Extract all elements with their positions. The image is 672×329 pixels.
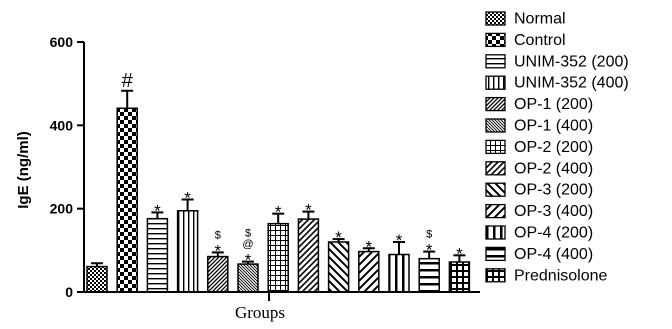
bars: #***$*@$* ** * **$*	[86, 70, 471, 293]
legend-label: OP-2 (400)	[514, 160, 593, 177]
legend: Normal Control UNIM-352 (200) UNIM-352 (400…	[485, 11, 629, 284]
bar	[448, 261, 471, 293]
y-tick-label: 0	[65, 284, 73, 300]
significance-mark: *	[335, 228, 342, 247]
legend-swatch	[485, 32, 506, 48]
significance-mark: *	[184, 189, 191, 208]
bar	[358, 250, 380, 293]
legend-swatch	[485, 225, 506, 240]
bar	[86, 265, 108, 293]
legend-label: OP-2 (200)	[514, 139, 593, 156]
significance-mark: *	[214, 241, 221, 260]
bar	[327, 241, 350, 293]
legend-label: UNIM-352 (400)	[514, 75, 629, 92]
legend-label: OP-3 (200)	[514, 182, 593, 199]
legend-label: OP-4 (400)	[514, 246, 593, 263]
bar	[176, 210, 199, 293]
significance-mark: *	[245, 251, 252, 270]
legend-label: Control	[514, 32, 566, 49]
bar	[297, 218, 320, 293]
y-tick-label: 600	[50, 34, 74, 50]
bar	[207, 255, 229, 293]
significance-mark: @	[242, 239, 253, 251]
significance-mark: *	[365, 237, 372, 256]
significance-mark: *	[456, 244, 463, 263]
legend-label: OP-4 (200)	[514, 225, 593, 242]
legend-swatch	[485, 11, 506, 26]
legend-label: OP-3 (400)	[514, 203, 593, 220]
y-axis-label: IgE (ng/ml)	[15, 131, 32, 209]
x-axis-label: Groups	[235, 303, 285, 322]
legend-swatch	[485, 75, 506, 90]
significance-mark: $	[245, 228, 251, 240]
legend-swatch	[485, 268, 506, 283]
significance-mark: $	[426, 229, 432, 241]
significance-mark: #	[122, 70, 134, 92]
legend-swatch	[485, 203, 506, 219]
legend-label: OP-1 (200)	[514, 96, 593, 113]
legend-label: Normal	[514, 11, 566, 28]
significance-mark: *	[305, 201, 312, 220]
significance-mark: *	[154, 201, 161, 220]
y-tick-label: 400	[50, 117, 74, 133]
significance-mark: *	[426, 241, 433, 260]
legend-swatch	[485, 182, 506, 197]
legend-swatch	[485, 139, 506, 155]
legend-swatch	[485, 118, 506, 133]
bar	[146, 217, 169, 293]
legend-swatch	[485, 161, 506, 176]
bar	[267, 222, 289, 293]
legend-label: OP-1 (400)	[514, 118, 593, 135]
significance-mark: *	[396, 231, 403, 250]
significance-mark: $	[215, 229, 221, 241]
bar	[418, 257, 440, 293]
legend-swatch	[485, 246, 506, 262]
legend-label: Prednisolone	[514, 267, 608, 284]
legend-label: UNIM-352 (200)	[514, 53, 629, 70]
axes: 0 200 400 600	[50, 34, 480, 301]
legend-swatch	[485, 54, 506, 69]
bar	[116, 107, 138, 293]
y-tick-label: 200	[50, 201, 74, 217]
significance-mark: *	[275, 203, 282, 222]
legend-swatch	[485, 96, 506, 112]
bar	[388, 253, 410, 293]
